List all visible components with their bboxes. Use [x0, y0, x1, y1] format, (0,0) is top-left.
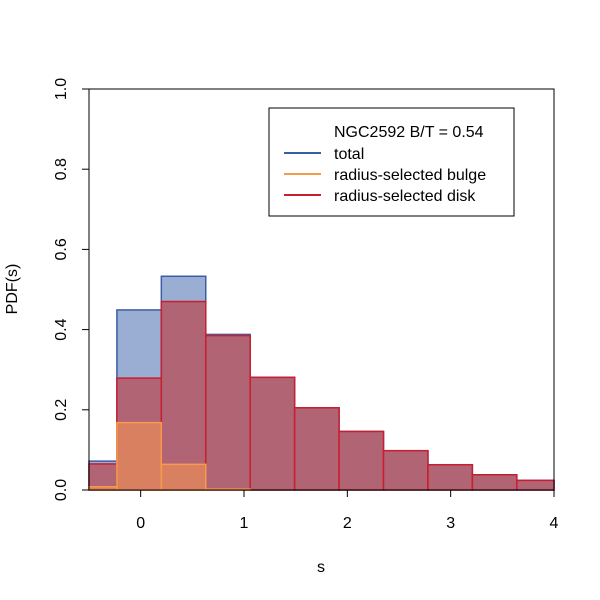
- disk-bar: [516, 479, 555, 491]
- y-tick-label: 0.6: [53, 238, 70, 260]
- x-axis: 0 1 2 3 4: [136, 490, 559, 532]
- y-tick-label: 0.2: [53, 399, 70, 421]
- x-tick-label: 1: [240, 515, 249, 532]
- y-tick-label: 0.4: [53, 318, 70, 340]
- legend-box: [268, 107, 515, 217]
- y-tick-label: 0.8: [53, 158, 70, 180]
- legend-title: NGC2592 B/T = 0.54: [334, 124, 484, 141]
- bulge-bar: [160, 463, 207, 491]
- legend: NGC2592 B/T = 0.54 total radius-selected…: [268, 107, 515, 217]
- disk-bar: [382, 449, 429, 491]
- disk-bar: [471, 474, 518, 491]
- legend-entry-total: total: [334, 146, 364, 163]
- x-tick-label: 2: [343, 515, 352, 532]
- bulge-series: [88, 421, 251, 491]
- disk-bar: [160, 300, 207, 491]
- y-tick-label: 0.0: [53, 479, 70, 501]
- x-tick-label: 3: [446, 515, 455, 532]
- y-axis: 0.0 0.2 0.4 0.6 0.8 1.0: [53, 78, 89, 501]
- x-axis-label: s: [317, 559, 325, 576]
- plot-frame: [88, 88, 555, 491]
- x-tick-label: 4: [550, 515, 559, 532]
- disk-bar: [338, 430, 385, 491]
- y-tick-label: 1.0: [53, 78, 70, 100]
- disk-bar: [427, 463, 474, 491]
- disk-bar: [249, 376, 296, 491]
- y-axis-label: PDF(s): [4, 264, 21, 315]
- disk-bar: [205, 334, 251, 491]
- bulge-bar: [116, 421, 163, 491]
- legend-entry-disk: radius-selected disk: [334, 188, 476, 205]
- x-tick-label: 0: [136, 515, 145, 532]
- legend-entry-bulge: radius-selected bulge: [334, 167, 486, 184]
- disk-bar: [293, 407, 340, 491]
